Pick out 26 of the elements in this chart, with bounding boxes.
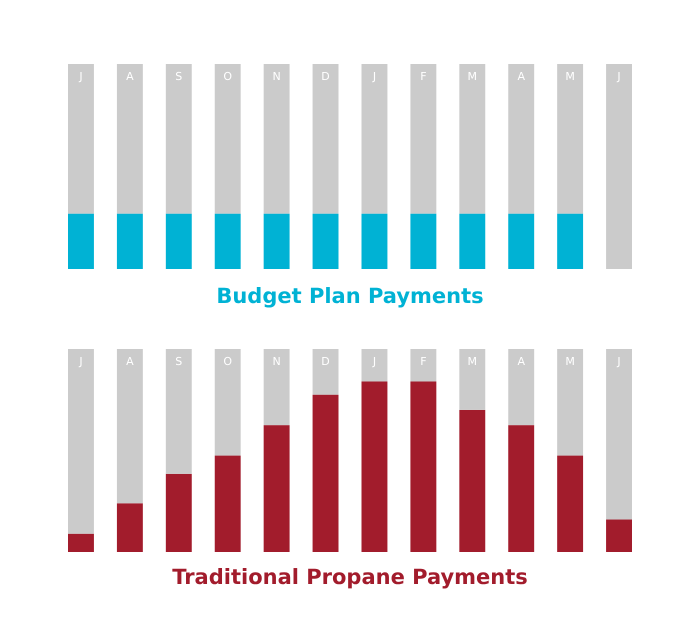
bar (166, 349, 192, 474)
bar (606, 520, 632, 552)
text: Traditional Propane Payments (172, 565, 528, 589)
bar (459, 349, 486, 410)
bar (68, 349, 94, 534)
bar (264, 425, 290, 552)
bar (508, 349, 534, 426)
bar (166, 474, 192, 552)
bar (312, 394, 339, 552)
bar (312, 349, 339, 395)
bar (361, 381, 388, 552)
bar (410, 349, 436, 382)
bar (361, 349, 388, 382)
bar (68, 534, 94, 552)
bar (116, 349, 143, 504)
bar (508, 425, 534, 552)
bar (264, 349, 290, 426)
bar (557, 456, 584, 552)
bar (557, 349, 584, 456)
bar (116, 503, 143, 552)
bar (214, 456, 241, 552)
text: Budget Plan Payments (216, 284, 484, 308)
bar (606, 349, 632, 520)
bar (214, 349, 241, 456)
bar (459, 410, 486, 552)
bar (410, 381, 436, 552)
